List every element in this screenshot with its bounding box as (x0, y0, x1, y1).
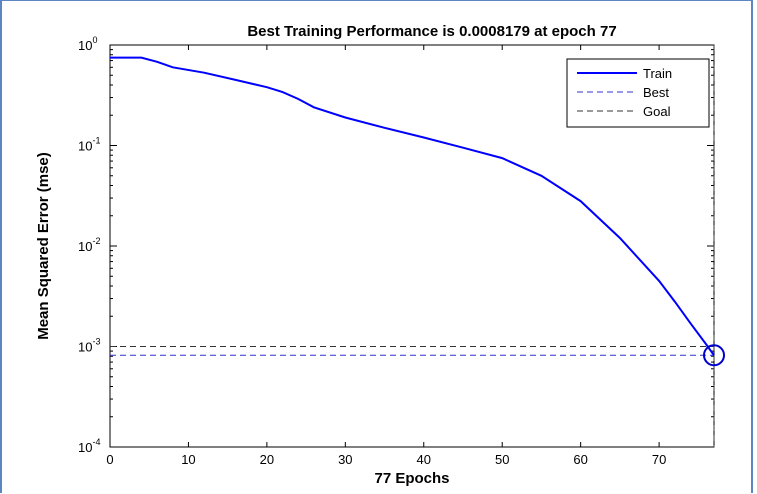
train-series-line (110, 56, 715, 356)
x-tick-label: 0 (106, 452, 113, 467)
x-tick-label: 40 (417, 452, 431, 467)
chart-title: Best Training Performance is 0.0008179 a… (247, 23, 616, 40)
x-tick-label: 50 (495, 452, 509, 467)
legend-label-train: Train (643, 66, 672, 81)
y-tick-label: 10-3 (78, 337, 100, 355)
x-axis-title: 77 Epochs (374, 470, 449, 487)
x-tick-label: 60 (573, 452, 587, 467)
y-tick-label: 10-1 (78, 136, 100, 154)
y-tick-label: 10-2 (78, 236, 100, 254)
y-axis-title: Mean Squared Error (mse) (35, 152, 52, 340)
legend-label-goal: Goal (643, 104, 671, 119)
legend-label-best: Best (643, 85, 669, 100)
legend-box (566, 58, 710, 128)
x-tick-label: 10 (181, 452, 195, 467)
y-tick-label: 100 (78, 35, 97, 53)
y-tick-label: 10-4 (78, 437, 100, 455)
best-point-marker (703, 344, 725, 367)
x-tick-label: 70 (652, 452, 666, 467)
legend: Train Best Goal (566, 58, 710, 128)
x-tick-label: 20 (260, 452, 274, 467)
x-tick-label: 30 (338, 452, 352, 467)
